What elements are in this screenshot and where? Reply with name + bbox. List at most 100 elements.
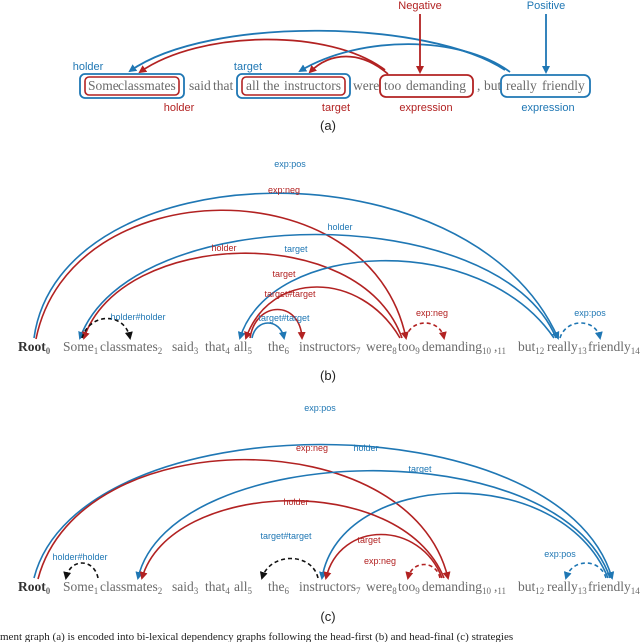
b-arc-target-target-1 <box>249 308 306 340</box>
c-tokens: Some1 classmates2 said3 that4 all5 the6 … <box>63 579 640 596</box>
panel-c-caption: (c) <box>320 609 335 624</box>
b-arc-exp-pos <box>33 192 560 340</box>
b-token-1: Some1 <box>63 339 98 356</box>
a-role-holder-blue: holder <box>73 61 104 73</box>
a-word-instructors: instructors <box>284 78 341 93</box>
b-arc-exp-neg-dashed <box>405 322 447 340</box>
a-word-but: but <box>484 78 502 93</box>
b-token-11: ,11 <box>494 339 506 356</box>
b-token-2: classmates2 <box>100 339 162 356</box>
b-token-5: all5 <box>234 339 253 356</box>
holder-box-blue <box>79 73 185 99</box>
c-arc-exp-neg <box>37 458 451 580</box>
c-arc-exp-pos-dashed <box>563 562 607 580</box>
a-word-said: said <box>189 78 211 93</box>
c-arc-exp-pos <box>33 443 615 580</box>
c-label-exp-neg-dashed: exp:neg <box>364 556 396 566</box>
arc-a-blue-target <box>298 43 511 73</box>
b-token-7: instructors7 <box>299 339 361 356</box>
c-label-holder-blue: holder <box>353 443 378 453</box>
b-token-4: that4 <box>205 339 230 356</box>
b-tokens: Some1 classmates2 said3 that4 all5 the6 … <box>63 339 640 356</box>
c-arc-target-blue <box>319 492 609 580</box>
a-word-too: too <box>384 78 402 93</box>
expression-box-blue <box>500 74 591 98</box>
c-label-target-blue: target <box>408 464 432 474</box>
b-label-exp-neg-dashed: exp:neg <box>416 308 448 318</box>
arc-a-red-target <box>308 55 389 75</box>
c-arc-holder-red <box>139 499 445 580</box>
b-label-exp-pos: exp:pos <box>274 159 306 169</box>
a-word-some: Some <box>88 78 119 93</box>
c-token-4: that4 <box>205 579 230 596</box>
a-role-target-red: target <box>322 102 350 114</box>
c-arc-holder-holder <box>63 562 99 580</box>
c-label-holder-red: holder <box>283 497 308 507</box>
c-label-target-red: target <box>357 535 381 545</box>
target-box-blue <box>236 73 351 99</box>
holder-box-red <box>84 76 180 96</box>
b-arc-target-red <box>244 286 401 340</box>
b-arc-target-target-2 <box>251 322 287 340</box>
b-token-13: really13 <box>547 339 587 356</box>
c-arc-exp-neg-dashed <box>405 563 441 580</box>
a-word-really: really <box>506 78 537 93</box>
c-token-7: instructors7 <box>299 579 361 596</box>
c-arc-target-target <box>259 557 319 580</box>
c-label-target-target: target#target <box>260 531 312 541</box>
b-label-exp-pos-dashed: exp:pos <box>574 308 606 318</box>
c-label-holder-holder: holder#holder <box>52 552 107 562</box>
b-label-holder-blue: holder <box>327 222 352 232</box>
b-root: Root0 <box>18 339 51 356</box>
c-token-9: too9 <box>398 579 420 596</box>
b-label-holder-red: holder <box>211 243 236 253</box>
c-label-exp-neg: exp:neg <box>296 443 328 453</box>
a-role-expression-blue: expression <box>521 102 574 114</box>
panel-b: Root0 Some1 classmates2 said3 that4 all5… <box>18 159 640 383</box>
c-token-14: friendly14 <box>588 579 640 596</box>
target-box-red <box>241 76 346 96</box>
expression-box-red <box>379 74 474 98</box>
a-word-friendly: friendly <box>542 78 585 93</box>
b-token-8: were8 <box>366 339 397 356</box>
a-word-that: that <box>213 78 233 93</box>
panel-c: Root0 Some1 classmates2 said3 that4 all5… <box>18 403 640 624</box>
b-label-target-blue: target <box>284 244 308 254</box>
a-word-demanding: demanding <box>406 78 466 93</box>
c-token-10: demanding10 <box>422 579 492 596</box>
a-word-were: were <box>353 78 379 93</box>
b-label-exp-neg: exp:neg <box>268 185 300 195</box>
c-root: Root0 <box>18 579 51 596</box>
b-label-target-target-1: target#target <box>264 289 316 299</box>
b-arc-exp-neg <box>35 209 409 340</box>
panel-a: Negative Positive Some classmates said t… <box>73 0 591 133</box>
positive-label: Positive <box>527 0 566 12</box>
b-token-14: friendly14 <box>588 339 640 356</box>
c-token-1: Some1 <box>63 579 98 596</box>
b-label-target-target-2: target#target <box>258 313 310 323</box>
b-token-6: the6 <box>268 339 290 356</box>
b-label-holder-holder: holder#holder <box>110 312 165 322</box>
c-token-5: all5 <box>234 579 253 596</box>
negative-label: Negative <box>398 0 441 12</box>
arc-a-red-holder <box>138 38 386 74</box>
b-token-9: too9 <box>398 339 420 356</box>
c-token-13: really13 <box>547 579 587 596</box>
panel-b-caption: (b) <box>320 368 336 383</box>
a-word-the: the <box>263 78 280 93</box>
c-label-exp-pos-dashed: exp:pos <box>544 549 576 559</box>
b-token-12: but12 <box>518 339 544 356</box>
a-word-all: all <box>246 78 260 93</box>
a-word-classmates: classmates <box>118 78 176 93</box>
a-role-expression-red: expression <box>399 102 452 114</box>
b-label-target-red: target <box>272 269 296 279</box>
b-token-10: demanding10 <box>422 339 492 356</box>
b-arc-holder-holder <box>81 317 133 340</box>
c-token-6: the6 <box>268 579 290 596</box>
b-arc-exp-pos-dashed <box>559 322 603 340</box>
a-role-target-blue: target <box>234 61 262 73</box>
panel-a-caption: (a) <box>320 118 336 133</box>
c-token-11: ,11 <box>494 579 506 596</box>
figure-caption: ment graph (a) is encoded into bi-lexica… <box>0 631 513 642</box>
